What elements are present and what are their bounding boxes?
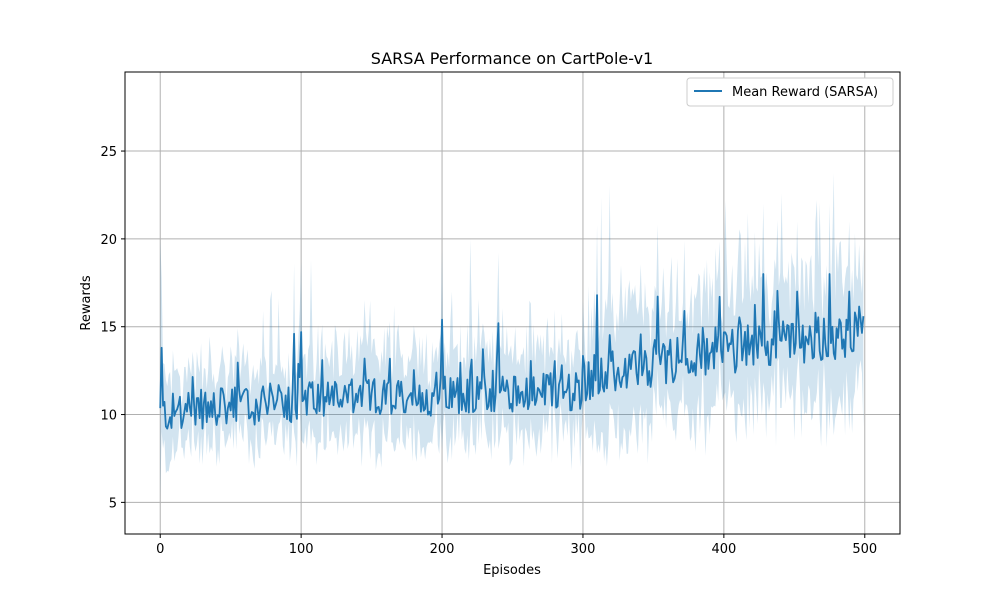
y-tick-label: 10: [100, 409, 117, 424]
x-tick-label: 100: [289, 542, 314, 557]
legend-box: [686, 77, 894, 107]
chart-title: SARSA Performance on CartPole-v1: [371, 49, 653, 68]
x-tick-label: 200: [430, 542, 455, 557]
x-tick-label: 500: [852, 542, 877, 557]
legend-label: Mean Reward (SARSA): [732, 85, 878, 100]
y-tick-label: 25: [100, 145, 117, 160]
y-axis-label: Rewards: [79, 275, 94, 330]
y-tick-label: 5: [109, 496, 117, 511]
plot-area: 0 100 200 300 400 500 5 10 15 20 25: [100, 71, 901, 557]
x-tick-label: 400: [711, 542, 736, 557]
x-axis-label: Episodes: [483, 563, 541, 578]
x-tick-label: 0: [156, 542, 164, 557]
y-tick-label: 15: [100, 321, 117, 336]
legend: Mean Reward (SARSA): [686, 77, 894, 107]
mean-reward-line: [159, 273, 865, 430]
y-tick-label: 20: [100, 233, 117, 248]
confidence-band: [160, 173, 864, 499]
x-tick-label: 300: [571, 542, 596, 557]
plot-frame: [124, 71, 901, 535]
